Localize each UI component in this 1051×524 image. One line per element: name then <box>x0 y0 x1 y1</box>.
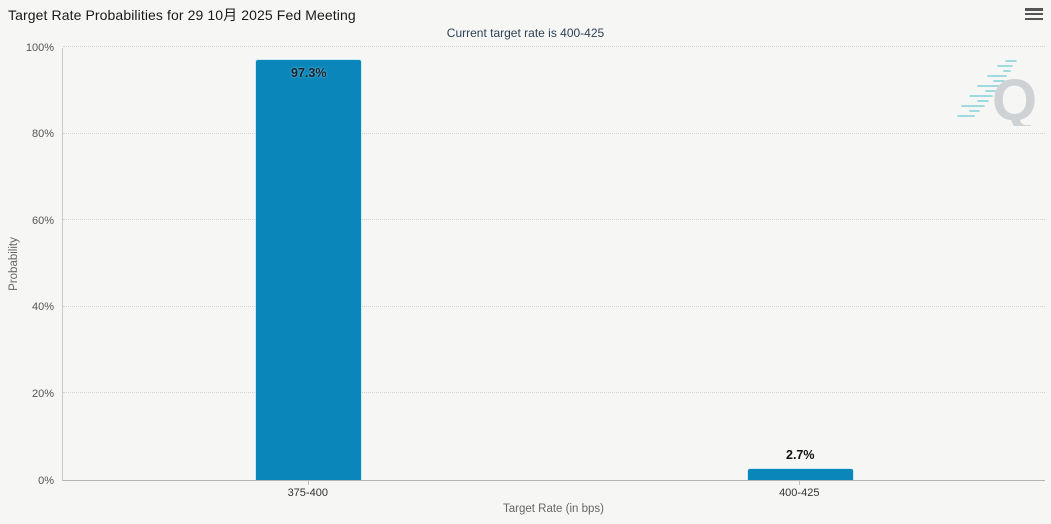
probability-bar[interactable] <box>746 468 854 480</box>
context-menu-button[interactable] <box>1025 7 1043 21</box>
gridline <box>63 132 1045 134</box>
x-axis-title: Target Rate (in bps) <box>503 503 604 515</box>
y-tick-label: 0% <box>38 474 54 487</box>
bar-value-label: 2.7% <box>786 448 815 463</box>
bar-value-label: 97.3% <box>291 65 327 80</box>
quikstrike-watermark-icon: Q <box>954 56 1042 133</box>
y-tick-label: 80% <box>31 128 54 141</box>
probability-bar[interactable] <box>255 58 363 480</box>
plot-area: 97.3% 2.7% <box>62 46 1045 481</box>
hamburger-menu-icon <box>1025 8 1043 11</box>
x-tick-mark <box>799 481 801 485</box>
x-axis-labels: 375-400 400-425 <box>62 481 1045 501</box>
watermark-letter: Q <box>992 68 1037 126</box>
y-tick-label: 20% <box>31 387 54 400</box>
x-category-label: 375-400 <box>287 487 328 499</box>
gridline <box>63 392 1045 394</box>
gridline <box>63 219 1045 221</box>
x-tick-mark <box>307 481 309 485</box>
gridline <box>63 46 1045 47</box>
chart-title: Target Rate Probabilities for 29 10月 202… <box>8 7 356 23</box>
y-tick-label: 60% <box>31 214 54 227</box>
y-tick-label: 100% <box>25 41 54 54</box>
y-axis-labels: 0% 20% 40% 60% 80% 100% <box>0 42 58 487</box>
y-tick-label: 40% <box>31 301 54 314</box>
gridline <box>63 305 1045 307</box>
chart-subtitle: Current target rate is 400-425 <box>446 26 605 40</box>
x-category-label: 400-425 <box>779 487 820 499</box>
